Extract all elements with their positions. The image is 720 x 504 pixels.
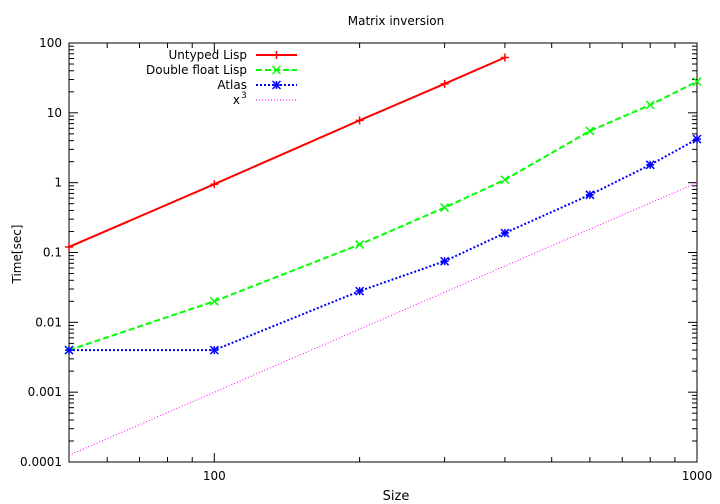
x-tick-label: 100 xyxy=(203,469,226,483)
y-tick-label: 1 xyxy=(54,176,62,190)
marker-stroke xyxy=(64,345,74,355)
data-point-marker xyxy=(210,180,219,189)
data-point-marker xyxy=(500,53,509,62)
data-point-marker xyxy=(272,51,281,59)
marker-stroke xyxy=(271,65,282,75)
plot-frame xyxy=(68,42,698,463)
y-tick-label: 10 xyxy=(47,106,62,120)
data-point-marker xyxy=(645,100,655,110)
legend-label-superscript: 3 xyxy=(241,91,247,101)
legend-entry: Atlas xyxy=(217,78,297,92)
data-point-marker xyxy=(271,80,282,90)
marker-stroke xyxy=(271,80,282,90)
x-tick-label: 1000 xyxy=(682,469,713,483)
data-point-marker xyxy=(209,345,219,355)
marker-stroke xyxy=(692,77,702,87)
series-3 xyxy=(68,182,698,456)
data-point-marker xyxy=(209,296,219,306)
data-point-marker xyxy=(440,256,450,266)
y-tick-label: 0.1 xyxy=(43,246,62,260)
data-point-marker xyxy=(355,116,364,125)
legend-entry: Double float Lisp xyxy=(146,63,297,77)
marker-stroke xyxy=(585,126,595,136)
marker-stroke xyxy=(209,296,219,306)
marker-stroke xyxy=(500,228,510,238)
data-point-marker xyxy=(692,77,702,87)
series-line xyxy=(68,182,698,456)
series-2 xyxy=(64,134,702,355)
legend-label: Untyped Lisp xyxy=(168,48,247,62)
series-line xyxy=(68,56,506,248)
marker-stroke xyxy=(209,345,219,355)
marker-stroke xyxy=(355,286,365,296)
marker-stroke xyxy=(440,203,450,213)
data-point-marker xyxy=(645,160,655,170)
y-tick-label: 0.0001 xyxy=(20,455,62,469)
y-axis-label: Time[sec] xyxy=(10,225,24,285)
x-axis-label: Size xyxy=(383,489,410,504)
data-point-marker xyxy=(692,134,702,144)
data-point-marker xyxy=(355,240,365,250)
data-point-marker xyxy=(271,65,282,75)
chart-title: Matrix inversion xyxy=(348,14,445,28)
legend-label: Atlas xyxy=(217,78,247,92)
data-point-marker xyxy=(585,126,595,136)
data-point-marker xyxy=(500,175,510,185)
series-layer xyxy=(64,53,702,456)
series-line xyxy=(68,80,698,352)
data-point-marker xyxy=(65,242,73,251)
data-point-marker xyxy=(355,286,365,296)
axis-ticks: 0.0001 0.001 0.01 0.1 1 10 100 100 1000 xyxy=(20,36,712,483)
data-point-marker xyxy=(500,228,510,238)
marker-stroke xyxy=(645,160,655,170)
data-point-marker xyxy=(440,203,450,213)
data-point-marker xyxy=(64,345,74,355)
data-point-marker xyxy=(440,79,449,88)
legend-entry: Untyped Lisp xyxy=(168,48,297,62)
y-tick-label: 100 xyxy=(39,36,62,50)
legend-label: Double float Lisp xyxy=(146,63,247,77)
marker-stroke xyxy=(692,134,702,144)
marker-stroke xyxy=(500,175,510,185)
marker-stroke xyxy=(355,240,365,250)
series-0 xyxy=(65,53,509,251)
y-tick-label: 0.01 xyxy=(35,315,62,329)
marker-stroke xyxy=(440,256,450,266)
series-1 xyxy=(64,77,702,355)
data-point-marker xyxy=(585,190,595,200)
plot-border xyxy=(68,42,698,463)
marker-stroke xyxy=(585,190,595,200)
y-tick-label: 0.001 xyxy=(28,385,62,399)
legend-label: x xyxy=(233,93,240,107)
marker-stroke xyxy=(645,100,655,110)
series-line xyxy=(69,138,698,352)
